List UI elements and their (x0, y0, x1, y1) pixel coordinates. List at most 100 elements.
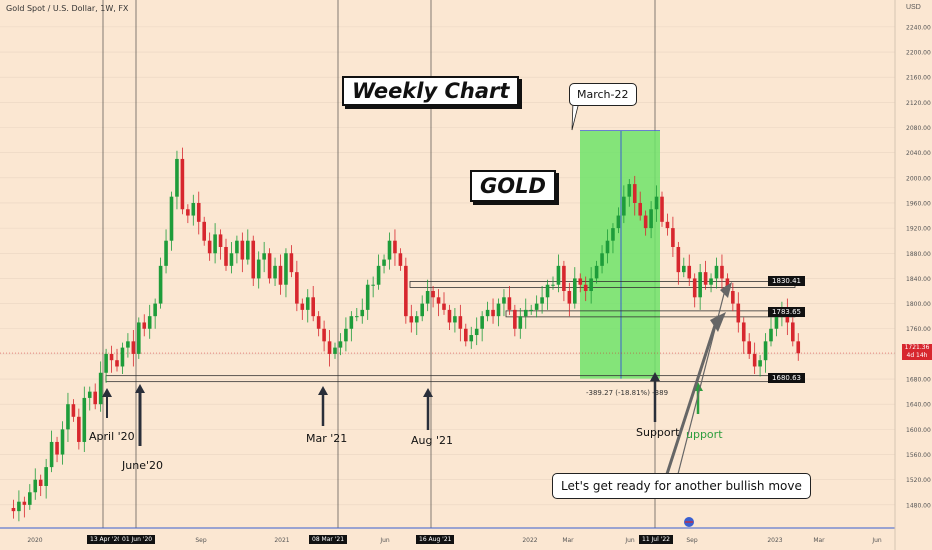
candle-body (573, 278, 577, 304)
candle-body (295, 272, 299, 304)
support-label: Support (636, 426, 680, 439)
y-tick-label: 2000.00 (906, 175, 931, 182)
candle-body (774, 316, 779, 329)
candle-body (425, 291, 430, 304)
diagonal-arrow-head (720, 282, 732, 298)
candle-body (398, 253, 403, 266)
current-price-badge: 1721.36 4d 14h (902, 344, 932, 360)
date-marker-jun20: 01 Jun '20 (119, 535, 156, 544)
current-price-value: 1721.36 (904, 344, 930, 351)
y-tick-label: 2240.00 (906, 24, 931, 31)
y-tick-label: 2040.00 (906, 150, 931, 157)
level-label-1783: 1783.65 (768, 307, 805, 317)
candle-body (115, 360, 119, 367)
date-marker-apr20: 13 Apr '20 (87, 535, 125, 544)
x-tick-label: 2023 (767, 537, 782, 544)
candle-body (540, 297, 544, 304)
candle-body (741, 322, 746, 342)
candle-body (28, 492, 32, 505)
candle-body (420, 303, 424, 317)
candle-body (213, 234, 217, 254)
candle-body (169, 196, 174, 241)
candle-body (218, 234, 223, 247)
candle-body (131, 341, 136, 354)
candle-body (327, 341, 332, 354)
candle-body (44, 467, 48, 486)
candle-body (349, 316, 354, 329)
aug-21-label: Aug '21 (411, 434, 453, 447)
candle-body (502, 297, 506, 304)
candle-body (300, 303, 305, 310)
candle-body (387, 240, 392, 260)
y-tick-label: 1480.00 (906, 502, 931, 509)
candle-body (305, 297, 310, 310)
candle-body (38, 479, 43, 486)
candle-body (251, 240, 256, 279)
candle-body (365, 284, 370, 310)
candle-body (71, 404, 76, 417)
y-tick-label: 2120.00 (906, 100, 931, 107)
candle-body (447, 309, 452, 323)
candle-body (33, 479, 38, 493)
candle-body (720, 265, 724, 279)
x-tick-label: Sep (686, 537, 698, 544)
candle-body (583, 284, 588, 292)
candle-body (60, 429, 65, 455)
candle-body (256, 259, 261, 279)
candle-body (202, 221, 206, 241)
arrow-head (102, 388, 112, 397)
date-marker-jul22: 11 Jul '22 (639, 535, 673, 544)
candle-body (104, 353, 108, 373)
candle-body (453, 316, 457, 323)
arrow-head (650, 372, 660, 381)
candle-body (240, 240, 245, 260)
candle-body (137, 322, 141, 354)
candle-body (622, 196, 626, 216)
y-tick-label: 1520.00 (906, 477, 931, 484)
y-tick-label: 1560.00 (906, 452, 931, 459)
candle-body (338, 341, 343, 348)
y-tick-label: 2160.00 (906, 75, 931, 82)
candle-body (665, 221, 670, 229)
candle-body (796, 341, 801, 354)
candle-body (676, 246, 681, 273)
candle-body (736, 303, 741, 323)
candle-body (82, 397, 87, 442)
candle-body (649, 209, 653, 229)
y-tick-label: 2200.00 (906, 50, 931, 57)
candle-body (725, 278, 730, 292)
candle-body (671, 228, 675, 247)
currency-label: USD (906, 4, 921, 11)
candle-body (627, 184, 632, 197)
candle-body (589, 278, 593, 292)
support-label-green: upport (686, 428, 723, 441)
candle-body (66, 404, 70, 430)
candle-body (600, 253, 604, 266)
level-label-1830: 1830.41 (768, 276, 805, 286)
candles (11, 147, 801, 522)
candle-body (556, 265, 561, 285)
candle-body (769, 328, 773, 342)
candle-body (605, 240, 610, 254)
candle-body (431, 291, 435, 298)
candle-body (480, 316, 484, 329)
decline-zone (580, 130, 660, 379)
candle-body (638, 202, 642, 216)
candle-body (235, 240, 239, 254)
candle-body (355, 316, 359, 318)
candle-body (545, 284, 550, 298)
candle-body (562, 265, 566, 292)
candle-body (682, 265, 686, 273)
candle-body (758, 360, 762, 367)
candle-body (616, 215, 621, 229)
candle-body (534, 303, 539, 310)
x-tick-label: Jun (871, 537, 882, 544)
y-tick-label: 1840.00 (906, 276, 931, 283)
candle-body (654, 196, 659, 210)
date-marker-mar21: 08 Mar '21 (309, 535, 348, 544)
candle-body (529, 309, 533, 311)
candle-body (333, 347, 337, 354)
y-tick-label: 1600.00 (906, 427, 931, 434)
candle-body (11, 507, 16, 512)
arrow-head (135, 384, 145, 393)
